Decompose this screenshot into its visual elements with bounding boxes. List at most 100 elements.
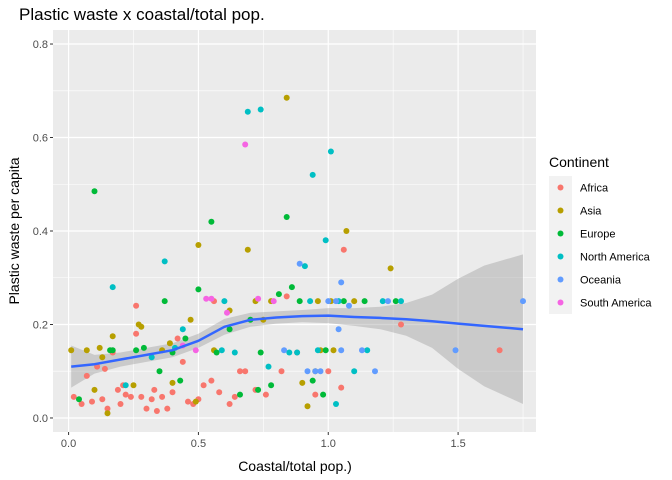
point-asia <box>299 379 306 386</box>
point-africa <box>398 321 404 328</box>
point-south-america <box>242 141 249 148</box>
point-africa <box>496 347 503 354</box>
y-tick-label: 0.6 <box>33 133 48 145</box>
point-north-america <box>301 263 308 270</box>
point-europe <box>226 326 233 333</box>
point-europe <box>237 391 243 398</box>
point-africa <box>278 368 285 375</box>
point-europe <box>268 382 275 389</box>
point-africa <box>101 365 108 372</box>
point-north-america <box>257 106 264 113</box>
chart-title: Plastic waste x coastal/total pop. <box>19 5 265 24</box>
point-north-america <box>286 349 293 356</box>
point-europe <box>109 347 116 354</box>
point-europe <box>309 377 316 384</box>
legend-label: Africa <box>580 183 609 195</box>
legend-swatch <box>557 299 564 306</box>
point-oceania <box>338 279 345 286</box>
point-north-america <box>307 298 314 305</box>
point-north-america <box>231 349 238 356</box>
point-europe <box>161 298 168 305</box>
point-asia <box>187 316 194 323</box>
legend-label: Oceania <box>580 275 622 287</box>
point-africa <box>114 386 121 393</box>
point-oceania <box>385 298 391 305</box>
point-north-america <box>351 368 358 375</box>
point-africa <box>216 389 223 396</box>
x-axis-title: Coastal/total pop.) <box>238 458 352 474</box>
point-europe <box>340 298 347 305</box>
point-asia <box>138 323 145 330</box>
grid <box>53 30 536 432</box>
point-africa <box>226 401 233 407</box>
point-europe <box>392 298 399 305</box>
point-europe <box>208 218 215 225</box>
point-africa <box>164 405 171 412</box>
point-asia <box>314 298 321 305</box>
point-africa <box>127 393 134 400</box>
point-north-america <box>379 298 386 305</box>
point-europe <box>182 335 189 342</box>
point-africa <box>262 391 269 398</box>
point-oceania <box>333 298 339 305</box>
point-north-america <box>398 298 404 305</box>
point-africa <box>104 405 111 412</box>
point-north-america <box>109 284 116 291</box>
point-asia <box>99 354 106 361</box>
smooth-line <box>71 314 524 368</box>
legend-swatch <box>557 207 564 214</box>
point-asia <box>343 228 350 234</box>
legend-item: Europe <box>549 222 615 245</box>
point-europe <box>195 286 202 293</box>
point-africa <box>78 401 85 407</box>
point-oceania <box>304 368 311 375</box>
point-africa <box>237 368 243 375</box>
x-tick-label: 0.0 <box>61 438 76 450</box>
point-oceania <box>335 326 342 333</box>
point-europe <box>76 396 82 403</box>
point-europe <box>133 347 140 354</box>
point-europe <box>140 344 147 351</box>
point-south-america <box>270 298 277 305</box>
legend-item: Oceania <box>549 268 622 291</box>
legend-item: South America <box>549 291 652 314</box>
point-oceania <box>296 260 303 267</box>
legend-item: Africa <box>549 176 609 199</box>
x-tick-label: 0.5 <box>191 438 206 450</box>
point-asia <box>83 347 90 354</box>
point-oceania <box>338 347 345 354</box>
point-africa <box>231 393 238 400</box>
point-africa <box>89 398 95 405</box>
x-axis-ticks: 0.0 0.5 1.0 1.5 <box>61 432 466 450</box>
point-europe <box>275 291 282 298</box>
point-africa <box>70 393 77 400</box>
point-north-america <box>294 349 301 356</box>
point-europe <box>213 349 220 356</box>
point-europe <box>156 368 163 375</box>
point-north-america <box>327 148 334 155</box>
legend-items: Africa Asia Europe North America Oceania Sout… <box>549 176 652 314</box>
point-north-america <box>161 258 168 265</box>
point-north-america <box>364 347 371 354</box>
point-africa <box>200 382 207 389</box>
point-oceania <box>520 298 526 305</box>
point-africa <box>83 372 90 379</box>
legend-item: North America <box>549 245 651 268</box>
point-africa <box>185 398 191 405</box>
point-asia <box>192 398 199 405</box>
point-asia <box>387 265 394 272</box>
point-africa <box>208 377 215 384</box>
point-europe <box>177 377 184 384</box>
point-asia <box>330 347 337 354</box>
point-europe <box>296 298 303 305</box>
point-oceania <box>312 368 319 375</box>
point-asia <box>91 386 98 393</box>
confidence-band <box>71 254 523 404</box>
y-tick-label: 0.4 <box>33 226 48 238</box>
x-tick-label: 1.0 <box>321 438 336 450</box>
point-south-america <box>192 347 199 354</box>
point-europe <box>322 347 329 354</box>
point-africa <box>133 330 140 337</box>
point-africa <box>312 391 319 398</box>
point-south-america <box>255 295 262 302</box>
